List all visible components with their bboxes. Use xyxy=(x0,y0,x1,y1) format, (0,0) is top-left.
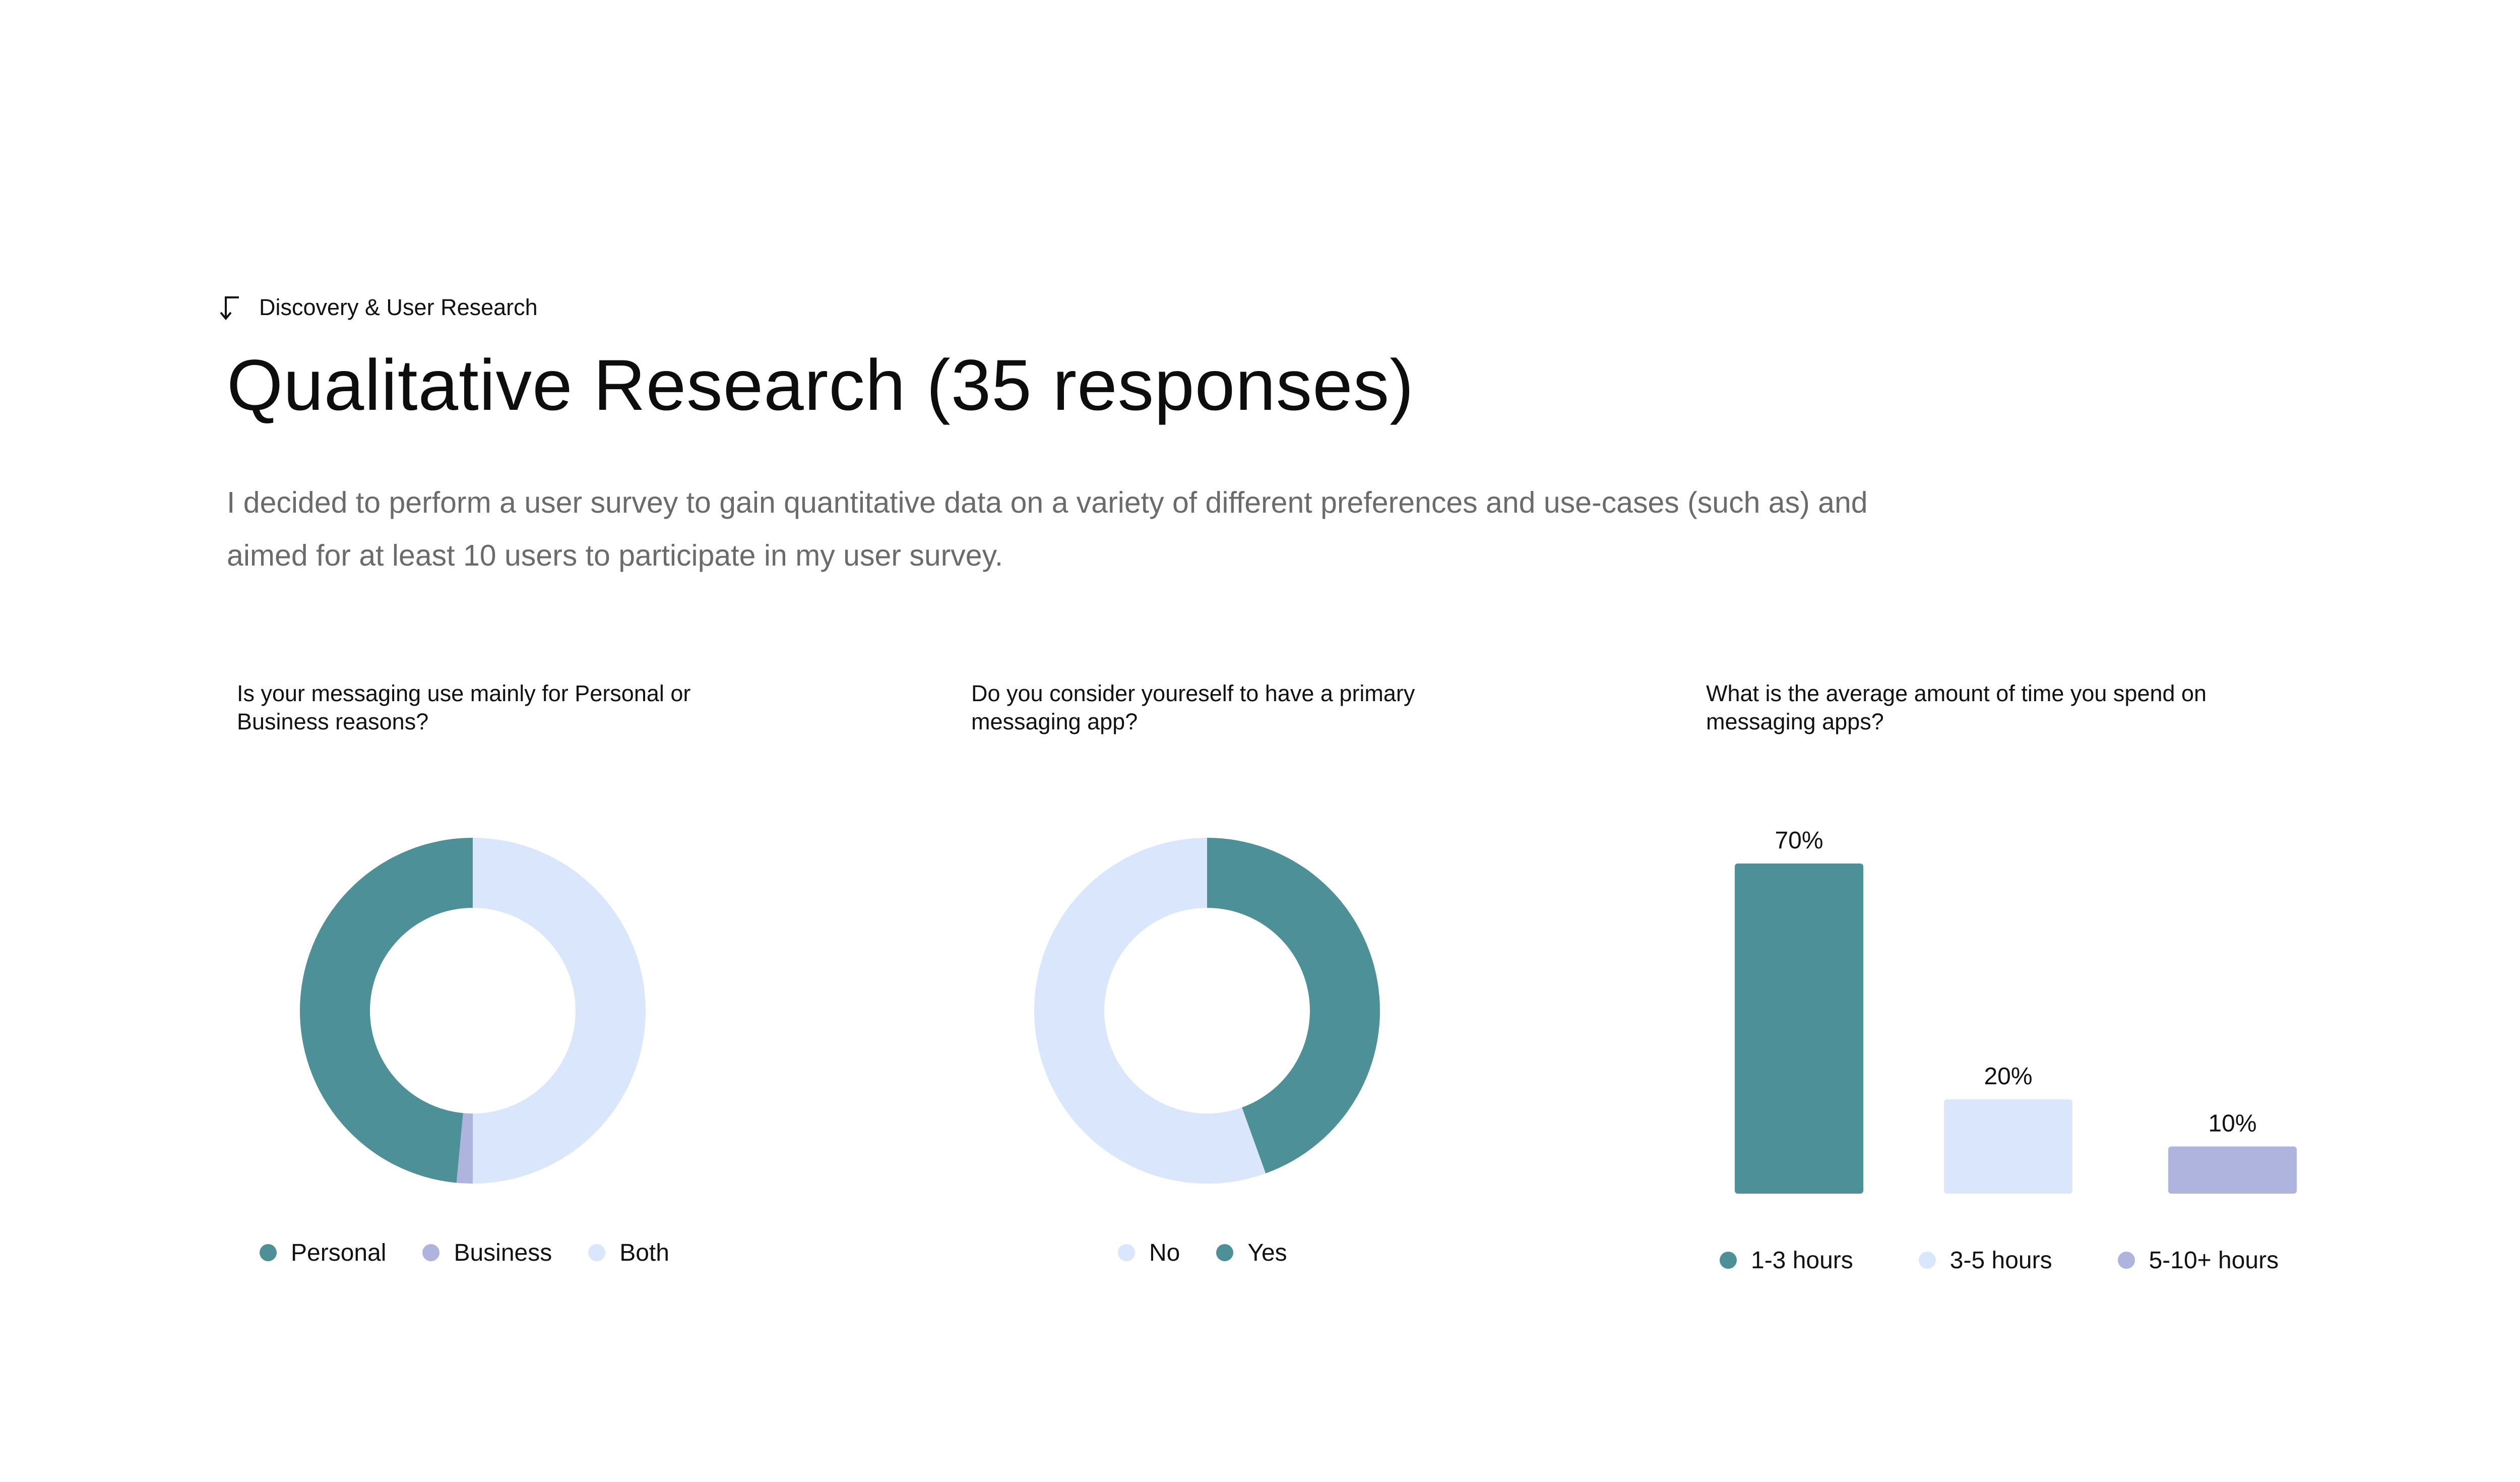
legend-dot-3-5-hours xyxy=(1918,1252,1936,1269)
legend-label-business: Business xyxy=(454,1239,552,1266)
legend-primary-app: No Yes xyxy=(1118,1235,1287,1270)
legend-dot-yes xyxy=(1216,1244,1234,1261)
bar-1-3-hours xyxy=(1735,863,1863,1194)
legend-dot-business xyxy=(422,1244,440,1261)
chart-title-time-spent: What is the average amount of time you s… xyxy=(1706,681,2207,734)
legend-item-5-10-hours: 5-10+ hours xyxy=(2117,1247,2279,1274)
bar-3-5-hours xyxy=(1944,1099,2072,1194)
corner-down-left-arrow-icon xyxy=(217,294,241,321)
legend-label-5-10-hours: 5-10+ hours xyxy=(2149,1247,2279,1274)
legend-item-3-5-hours: 3-5 hours xyxy=(1918,1247,2052,1274)
legend-usage-purpose: Personal Business Both xyxy=(260,1235,669,1270)
page-title: Qualitative Research (35 responses) xyxy=(227,345,1414,425)
legend-item-yes: Yes xyxy=(1216,1239,1287,1267)
donut-slice-personal xyxy=(299,838,473,1183)
bar-value-label-5-10-hours: 10% xyxy=(2208,1110,2256,1137)
bar-chart-time-spent: 70% 20% 10% xyxy=(1735,827,2297,1194)
legend-label-3-5-hours: 3-5 hours xyxy=(1949,1247,2052,1274)
legend-label-no: No xyxy=(1149,1239,1180,1266)
donut-chart-primary-app xyxy=(1034,838,1380,1184)
legend-label-yes: Yes xyxy=(1247,1239,1287,1266)
donut-chart-usage-purpose xyxy=(299,838,646,1184)
legend-time-spent: 1-3 hours 3-5 hours 5-10+ hours xyxy=(1720,1243,2279,1278)
bar-value-label-3-5-hours: 20% xyxy=(1984,1063,2032,1090)
legend-dot-1-3-hours xyxy=(1720,1252,1737,1269)
legend-item-no: No xyxy=(1118,1239,1180,1267)
chart-title-primary-app: Do you consider youreself to have a prim… xyxy=(971,681,1415,734)
legend-label-both: Both xyxy=(619,1239,669,1266)
donut-slice-yes xyxy=(1207,838,1380,1174)
breadcrumb[interactable]: Discovery & User Research xyxy=(217,292,538,323)
legend-dot-5-10-hours xyxy=(2117,1252,2135,1269)
donut-slice-both xyxy=(473,838,646,1184)
legend-item-both: Both xyxy=(588,1239,669,1267)
chart-title-usage-purpose: Is your messaging use mainly for Persona… xyxy=(237,681,691,734)
bar-5-10-hours xyxy=(2168,1146,2297,1194)
legend-dot-no xyxy=(1118,1244,1135,1261)
legend-item-1-3-hours: 1-3 hours xyxy=(1720,1247,1853,1274)
legend-dot-personal xyxy=(260,1244,277,1261)
bar-value-label-1-3-hours: 70% xyxy=(1775,827,1823,854)
legend-dot-both xyxy=(588,1244,606,1261)
breadcrumb-label: Discovery & User Research xyxy=(259,294,538,320)
legend-item-personal: Personal xyxy=(260,1239,386,1267)
legend-label-1-3-hours: 1-3 hours xyxy=(1751,1247,1853,1274)
donut-slice-business xyxy=(456,1113,473,1184)
intro-paragraph: I decided to perform a user survey to ga… xyxy=(227,486,1868,572)
legend-label-personal: Personal xyxy=(291,1239,387,1266)
donut-slice-no xyxy=(1034,838,1266,1184)
legend-item-business: Business xyxy=(422,1239,552,1267)
